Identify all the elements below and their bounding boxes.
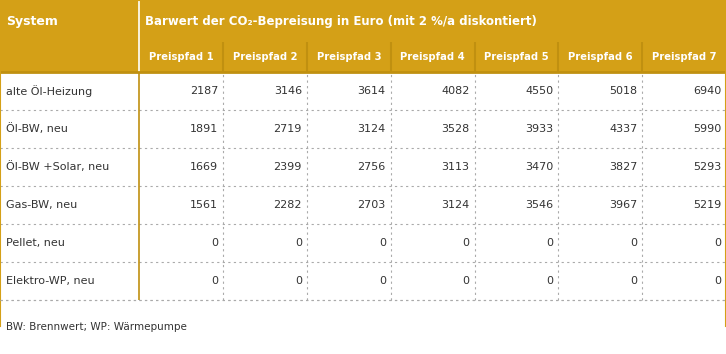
Text: 1891: 1891 xyxy=(190,124,219,134)
Text: 0: 0 xyxy=(630,238,637,248)
Text: Preispfad 2: Preispfad 2 xyxy=(233,52,298,62)
Bar xyxy=(0,42,726,72)
Bar xyxy=(0,148,726,186)
Bar xyxy=(0,224,726,262)
Text: 2399: 2399 xyxy=(274,162,302,172)
Text: 4550: 4550 xyxy=(526,86,553,96)
Text: 0: 0 xyxy=(295,276,302,286)
Text: 2187: 2187 xyxy=(189,86,219,96)
Text: 3528: 3528 xyxy=(441,124,470,134)
Text: 0: 0 xyxy=(379,276,386,286)
Text: 0: 0 xyxy=(211,276,219,286)
Text: 2282: 2282 xyxy=(274,200,302,210)
Text: Preispfad 7: Preispfad 7 xyxy=(652,52,717,62)
Text: 3967: 3967 xyxy=(609,200,637,210)
Text: 2703: 2703 xyxy=(357,200,386,210)
Text: 1669: 1669 xyxy=(190,162,219,172)
Text: Öl-BW, neu: Öl-BW, neu xyxy=(6,124,68,135)
Text: Preispfad 3: Preispfad 3 xyxy=(317,52,381,62)
Text: Öl-BW +Solar, neu: Öl-BW +Solar, neu xyxy=(6,161,109,172)
Bar xyxy=(0,262,726,300)
Text: 3113: 3113 xyxy=(441,162,470,172)
Text: Preispfad 5: Preispfad 5 xyxy=(484,52,549,62)
Text: 0: 0 xyxy=(714,238,721,248)
Text: 6940: 6940 xyxy=(693,86,721,96)
Text: 4337: 4337 xyxy=(609,124,637,134)
Text: 3470: 3470 xyxy=(525,162,553,172)
Text: Barwert der CO₂-Bepreisung in Euro (mit 2 %/a diskontiert): Barwert der CO₂-Bepreisung in Euro (mit … xyxy=(145,15,537,28)
Bar xyxy=(0,0,726,42)
Text: Elektro-WP, neu: Elektro-WP, neu xyxy=(6,276,94,286)
Text: Preispfad 6: Preispfad 6 xyxy=(568,52,632,62)
Text: 0: 0 xyxy=(295,238,302,248)
Text: System: System xyxy=(6,15,58,28)
Text: 2719: 2719 xyxy=(274,124,302,134)
Text: 0: 0 xyxy=(462,238,470,248)
Text: Pellet, neu: Pellet, neu xyxy=(6,238,65,248)
Text: 5293: 5293 xyxy=(693,162,721,172)
Text: 0: 0 xyxy=(379,238,386,248)
Text: 3614: 3614 xyxy=(358,86,386,96)
Text: 0: 0 xyxy=(630,276,637,286)
Text: 3124: 3124 xyxy=(357,124,386,134)
Text: 0: 0 xyxy=(714,276,721,286)
Text: 5990: 5990 xyxy=(693,124,721,134)
Text: Gas-BW, neu: Gas-BW, neu xyxy=(6,200,77,210)
Text: alte Öl-Heizung: alte Öl-Heizung xyxy=(6,85,92,97)
Text: 0: 0 xyxy=(462,276,470,286)
Text: 3827: 3827 xyxy=(609,162,637,172)
Text: Preispfad 1: Preispfad 1 xyxy=(149,52,213,62)
Text: 3146: 3146 xyxy=(274,86,302,96)
Text: 0: 0 xyxy=(547,276,553,286)
Bar xyxy=(0,110,726,148)
Bar xyxy=(0,186,726,224)
Text: 1561: 1561 xyxy=(190,200,219,210)
Text: BW: Brennwert; WP: Wärmepumpe: BW: Brennwert; WP: Wärmepumpe xyxy=(6,322,187,332)
Text: 5219: 5219 xyxy=(693,200,721,210)
Text: 3546: 3546 xyxy=(526,200,553,210)
Text: 3124: 3124 xyxy=(441,200,470,210)
Text: 4082: 4082 xyxy=(441,86,470,96)
Text: 5018: 5018 xyxy=(609,86,637,96)
Text: 3933: 3933 xyxy=(526,124,553,134)
Bar xyxy=(0,72,726,110)
Text: Preispfad 4: Preispfad 4 xyxy=(400,52,465,62)
Text: 2756: 2756 xyxy=(357,162,386,172)
Text: 0: 0 xyxy=(547,238,553,248)
Text: 0: 0 xyxy=(211,238,219,248)
